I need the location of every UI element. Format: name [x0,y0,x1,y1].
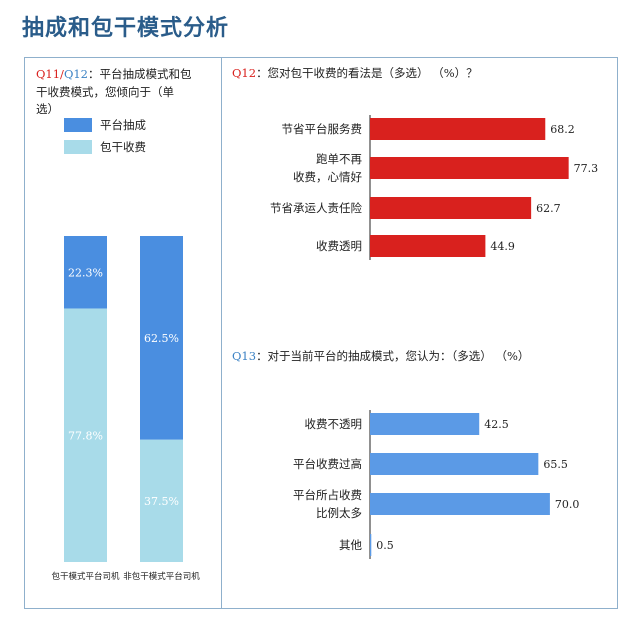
q11-label: Q11/ [36,67,64,81]
q13-value-2: 70.0 [555,498,580,511]
stacked-bar-1-0 [140,236,183,440]
stacked-value-label-1-1: 37.5% [144,495,179,508]
q13-value-3: 0.5 [376,539,394,552]
q12-value-0: 68.2 [550,123,575,136]
q13-category-2-line0: 平台所占收费 [293,488,362,502]
q12-bar-0 [370,118,546,140]
left-question-line3: 选） [36,102,59,116]
left-question-line2: 干收费模式，您倾向于（单 [36,85,174,99]
q13-question: Q13：对于当前平台的抽成模式，您认为：（多选） （%） [232,349,529,363]
stacked-bar-0-0 [64,236,107,309]
stacked-bar-0-1 [64,308,107,562]
q13-value-0: 42.5 [484,418,509,431]
q13-bar-0 [370,413,480,435]
stacked-value-label-0-0: 22.3% [68,266,103,279]
content-frame [24,57,618,609]
q12-category-2: 节省承运人责任险 [270,201,362,215]
q12-question: Q12：您对包干收费的看法是（多选） （%）？ [232,66,478,80]
q12-category-3: 收费透明 [316,239,362,253]
q13-category-3: 其他 [339,538,362,552]
q12-label-left: Q12 [64,67,88,81]
legend-swatch-0 [64,118,92,132]
q13-bar-3 [370,534,372,556]
q12-label: Q12 [232,66,256,80]
q12-value-1: 77.3 [574,162,599,175]
page-title: 抽成和包干模式分析 [22,15,230,41]
left-question-line1: Q11/Q12：平台抽成模式和包 [36,67,192,81]
q13-value-1: 65.5 [543,458,568,471]
legend-swatch-1 [64,140,92,154]
panel-divider [221,57,222,609]
q13-bar-2 [370,493,550,515]
q12-value-3: 44.9 [490,240,515,253]
x-tick-label-0: 包干模式平台司机 [51,571,120,582]
q13-category-2-line1: 比例太多 [316,506,362,520]
q12-bar-2 [370,197,532,219]
q12-text: ：您对包干收费的看法是（多选） （%）？ [256,66,478,80]
q13-label: Q13 [232,349,256,363]
legend-label-0: 平台抽成 [100,118,146,132]
q13-category-0: 收费不透明 [305,417,363,431]
q13-text: ：对于当前平台的抽成模式，您认为：（多选） （%） [256,349,529,363]
q12-category-0: 节省平台服务费 [282,122,363,136]
stacked-bar-1-1 [140,439,183,562]
q13-bar-1 [370,453,539,475]
x-tick-label-1: 非包干模式平台司机 [123,571,200,582]
left-question-text: ：平台抽成模式和包 [88,67,192,81]
q12-value-2: 62.7 [536,202,561,215]
q12-bar-3 [370,235,486,257]
q12-category-1-line1: 收费，心情好 [293,170,362,184]
stacked-value-label-1-0: 62.5% [144,332,179,345]
stacked-value-label-0-1: 77.8% [68,429,103,442]
q13-category-1: 平台收费过高 [293,457,362,471]
q12-bar-1 [370,157,569,179]
q12-category-1-line0: 跑单不再 [316,152,362,166]
legend-label-1: 包干收费 [100,140,146,154]
